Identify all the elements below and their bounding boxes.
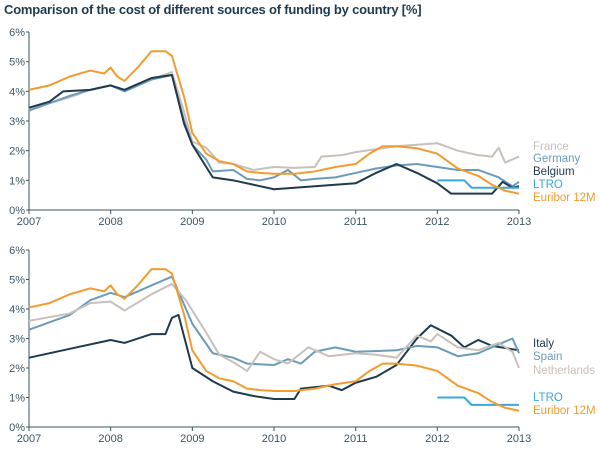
- y-tick-label: 4%: [9, 86, 25, 98]
- legend-label-euribor-12m: Euribor 12M: [533, 192, 596, 204]
- y-tick-label: 4%: [9, 304, 25, 316]
- y-tick-label: 3%: [9, 116, 25, 128]
- y-tick-label: 2%: [9, 146, 25, 158]
- legend-label-spain: Spain: [533, 351, 562, 363]
- x-tick-label: 2013: [507, 216, 531, 228]
- x-tick-label: 2013: [507, 433, 531, 445]
- legend-label-netherlands: Netherlands: [533, 365, 595, 377]
- y-tick-label: 2%: [9, 363, 25, 375]
- y-tick-label: 5%: [9, 275, 25, 287]
- legend-label-germany: Germany: [533, 153, 581, 165]
- series-line-germany: [28, 74, 520, 188]
- y-tick-label: 5%: [9, 57, 25, 69]
- legend-label-euribor-12m: Euribor 12M: [533, 405, 596, 417]
- y-tick-label: 0%: [9, 205, 25, 217]
- legend-label-ltro: LTRO: [533, 179, 563, 191]
- y-tick-label: 1%: [9, 393, 25, 405]
- x-tick-label: 2012: [425, 433, 449, 445]
- y-tick-label: 1%: [9, 175, 25, 187]
- x-tick-label: 2010: [262, 216, 286, 228]
- legend-label-france: France: [533, 141, 569, 153]
- x-tick-label: 2011: [344, 216, 368, 228]
- legend-label-italy: Italy: [533, 338, 554, 350]
- x-tick-label: 2007: [17, 433, 41, 445]
- x-tick-label: 2012: [425, 216, 449, 228]
- x-tick-label: 2008: [98, 433, 122, 445]
- series-line-belgium: [28, 74, 520, 195]
- x-tick-label: 2011: [344, 433, 368, 445]
- chart-panel-2: 0% 1% 2% 3% 4% 5% 6% 2007 2008 2009 2010 2011 2012 20…: [9, 245, 596, 445]
- series-line-netherlands: [28, 282, 520, 372]
- x-tick-label: 2010: [262, 433, 286, 445]
- series-line-ltro: [437, 396, 519, 406]
- x-tick-label: 2008: [98, 216, 122, 228]
- legend-label-belgium: Belgium: [533, 166, 575, 178]
- x-tick-label: 2009: [180, 433, 204, 445]
- x-tick-label: 2009: [180, 216, 204, 228]
- chart-title: Comparison of the cost of different sour…: [4, 2, 422, 17]
- series-line-euribor-12m: [28, 50, 520, 195]
- y-tick-label: 6%: [9, 27, 25, 39]
- series-line-italy: [28, 313, 520, 400]
- series-line-ltro: [437, 179, 519, 189]
- series-line-euribor-12m: [28, 268, 520, 412]
- y-tick-label: 3%: [9, 334, 25, 346]
- chart-panel-1: 0% 1% 2% 3% 4% 5% 6% 2007 2008 2009 2010 2011 2012 20…: [9, 27, 596, 228]
- x-tick-label: 2007: [17, 216, 41, 228]
- y-tick-label: 6%: [9, 245, 25, 257]
- y-tick-label: 0%: [9, 422, 25, 434]
- legend-label-ltro: LTRO: [533, 392, 563, 404]
- series-line-spain: [28, 275, 520, 367]
